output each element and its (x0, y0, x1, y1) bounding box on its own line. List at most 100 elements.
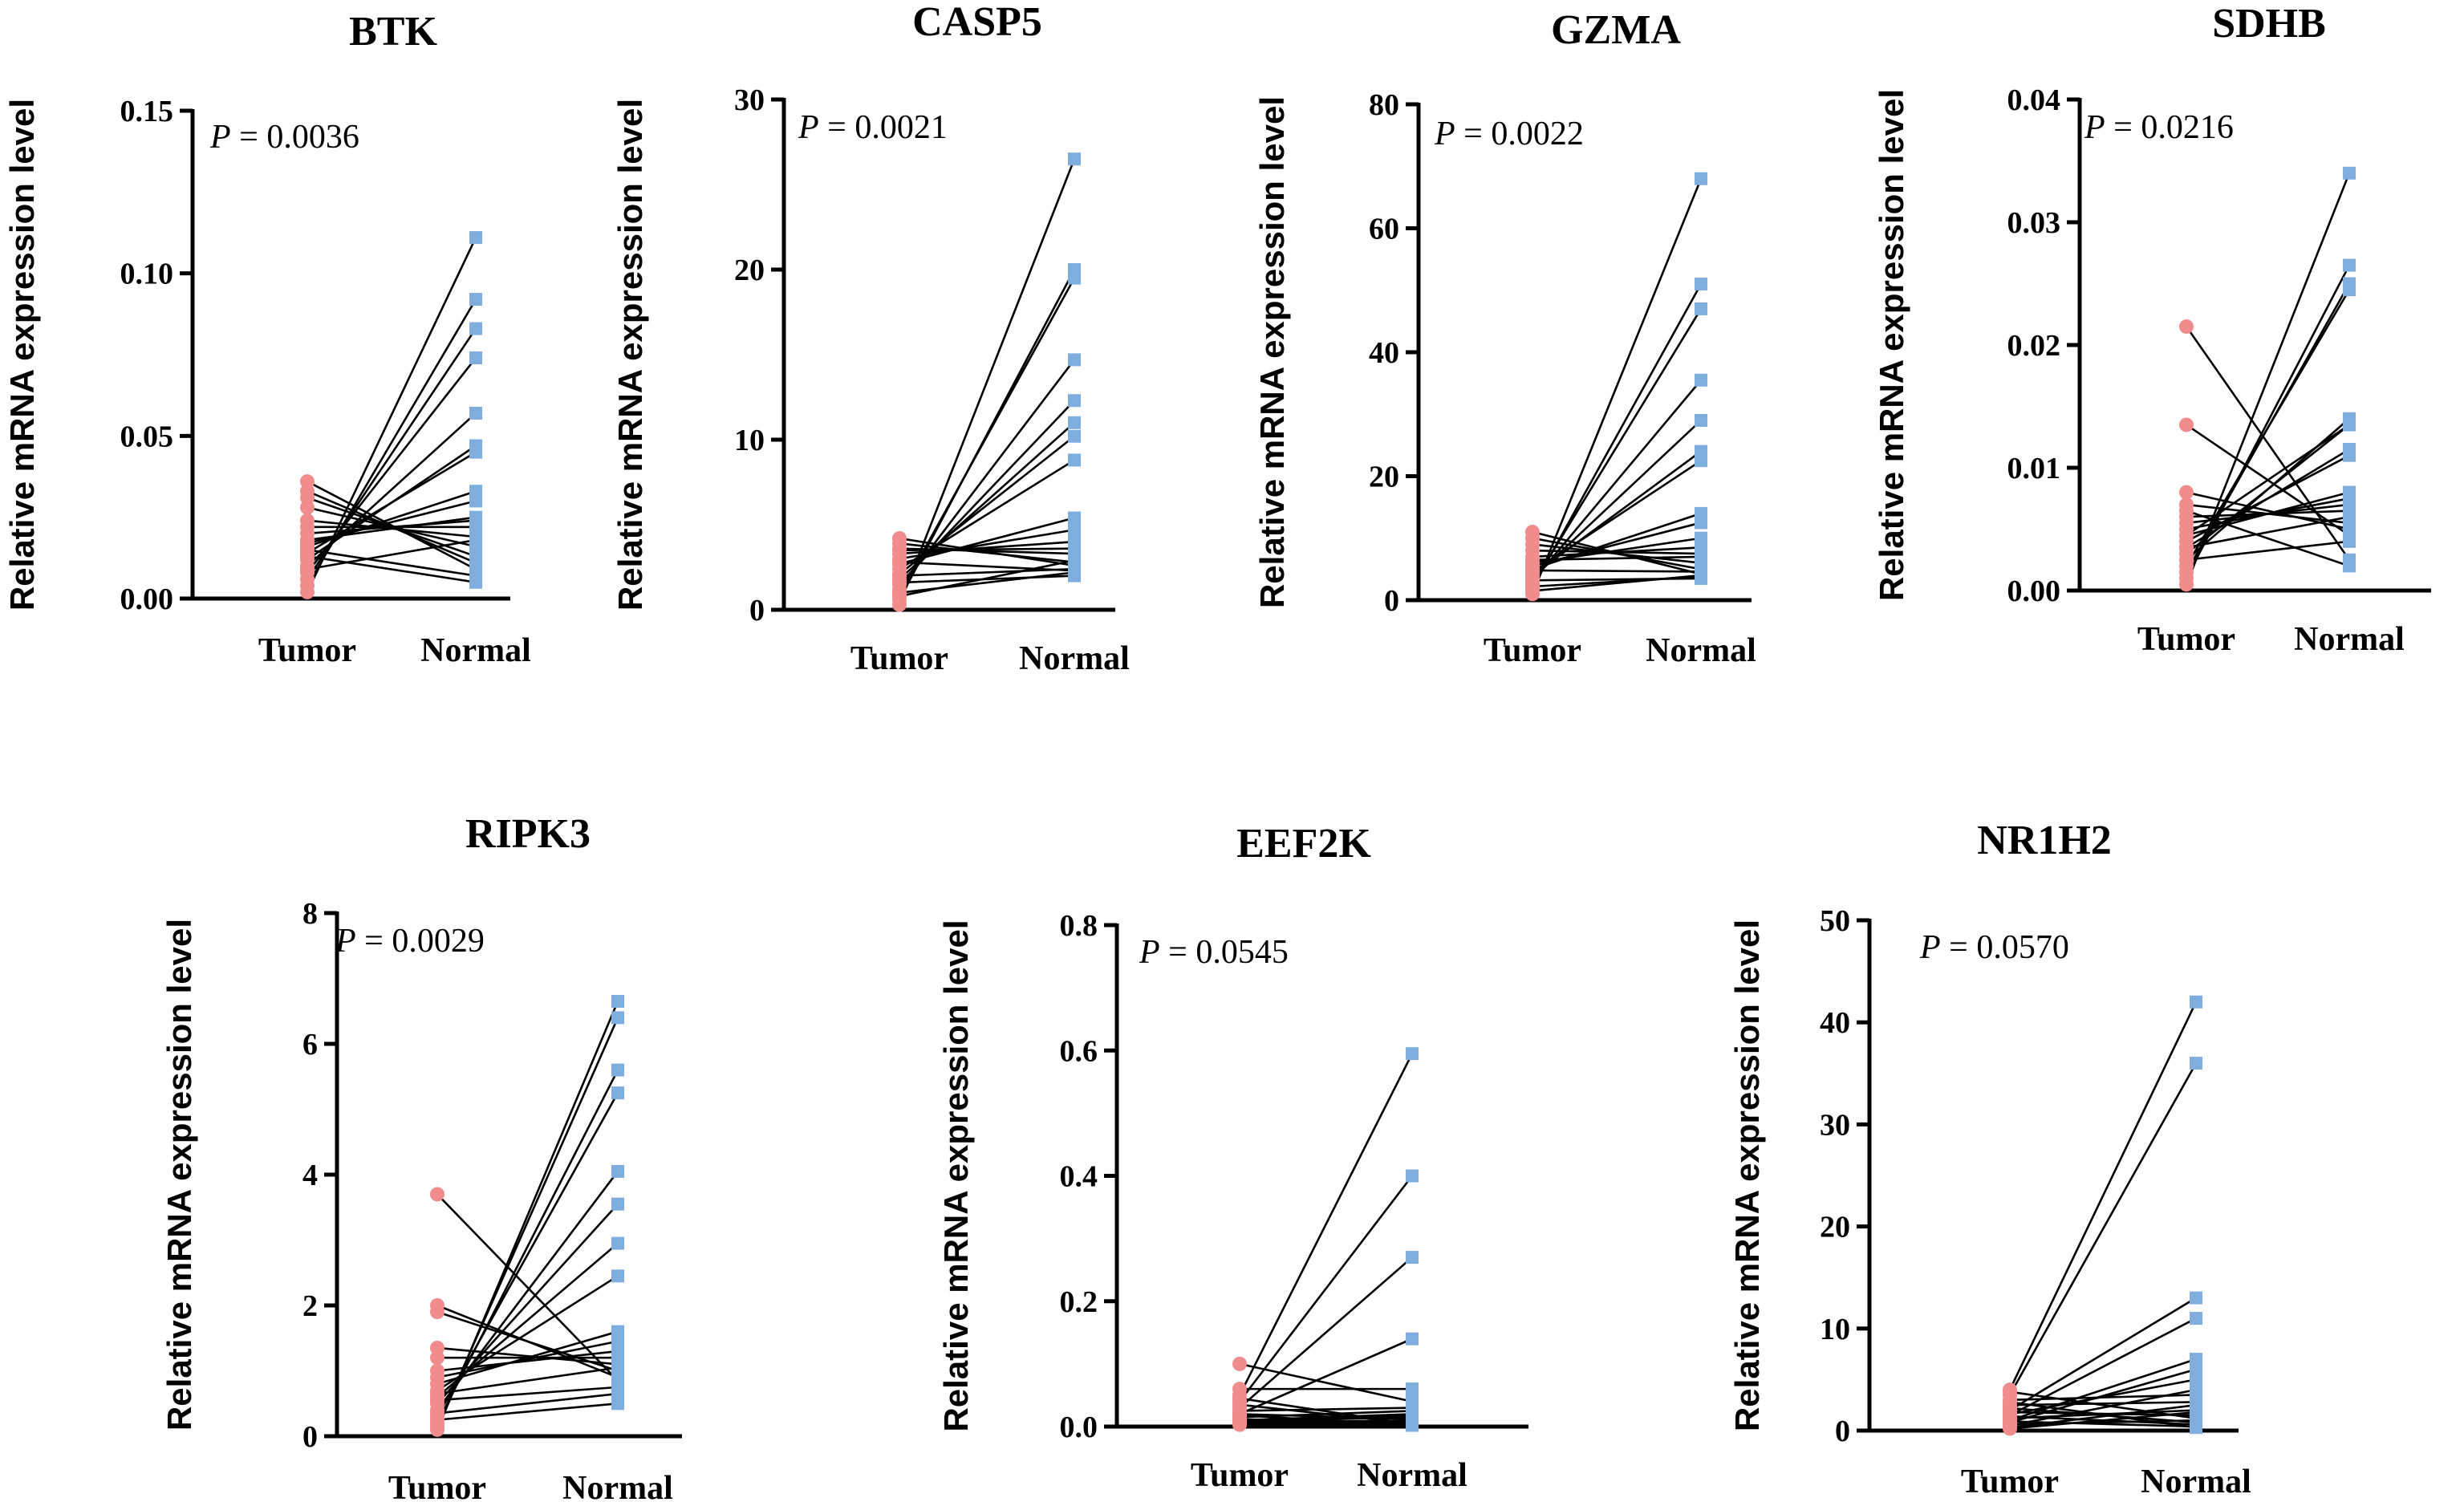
x-category-normal: Normal (1019, 640, 1130, 677)
tumor-point (300, 562, 315, 577)
chart-title: BTK (349, 9, 437, 55)
pair-line (436, 1193, 619, 1382)
normal-point (611, 1011, 624, 1025)
pair-line (1239, 1413, 1413, 1420)
y-axis-label: Relative mRNA expression level (160, 919, 198, 1431)
tumor-point (1232, 1390, 1247, 1406)
pair-line (898, 158, 1076, 606)
normal-point (1068, 271, 1081, 285)
pair-line (436, 1092, 619, 1418)
x-category-normal: Normal (1646, 632, 1756, 669)
pair-line (899, 537, 1075, 567)
pair-line (2186, 509, 2350, 567)
y-tick-label: 6 (302, 1028, 318, 1062)
p-value: = 0.0036 (231, 119, 359, 156)
normal-point (1406, 1419, 1419, 1432)
pair-line (2009, 1378, 2197, 1415)
pair-line (306, 237, 477, 593)
pair-line (899, 529, 1075, 560)
y-tick-label: 0 (302, 1420, 318, 1454)
y-tick-label: 0.0 (1060, 1411, 1098, 1444)
p-value: = 0.0545 (1160, 934, 1289, 971)
normal-point (2343, 166, 2356, 180)
tumor-point (2003, 1421, 2017, 1436)
x-category-tumor: Tumor (258, 632, 356, 669)
tumor-point (2179, 319, 2194, 335)
y-tick-label: 0 (1384, 584, 1399, 618)
pair-line (1532, 555, 1702, 562)
y-axis-label: Relative mRNA expression level (3, 99, 41, 611)
axis-lines (1114, 924, 1528, 1429)
pair-line (2008, 1001, 2198, 1390)
normal-point (469, 293, 482, 306)
chart-panel-btk: BTK Relative mRNA expression level 0.00 0.0… (3, 9, 531, 669)
normal-point (2190, 1291, 2202, 1305)
y-axis-label: Relative mRNA expression level (1728, 919, 1766, 1431)
tumor-point (892, 554, 907, 570)
chart-panel-gzma: GZMA Relative mRNA expression level 0 20 40 6… (1253, 7, 1756, 669)
y-tick-label: 0.00 (2007, 574, 2061, 608)
y-tick-label: 0.01 (2007, 452, 2061, 485)
p-symbol: P (798, 109, 819, 146)
p-value-annotation: P = 0.0570 (1919, 929, 2069, 966)
pair-line (899, 561, 1075, 572)
normal-point (1068, 453, 1081, 467)
tumor-point (1525, 562, 1540, 578)
pair-line (2186, 515, 2350, 549)
y-axis-label: Relative mRNA expression level (611, 99, 649, 611)
normal-point (469, 351, 482, 365)
normal-point (1068, 542, 1081, 555)
pair-line (899, 559, 1075, 598)
tumor-point (2003, 1384, 2017, 1399)
normal-point (469, 445, 482, 459)
pair-line (436, 1304, 619, 1378)
normal-point (469, 322, 482, 335)
pair-line (1239, 1407, 1413, 1412)
y-tick-label: 30 (1820, 1108, 1850, 1142)
y-axis-label: Relative mRNA expression level (1873, 89, 1910, 601)
normal-point (2343, 510, 2356, 524)
normal-point (1068, 416, 1081, 429)
pair-line (2009, 1401, 2197, 1407)
normal-point (1068, 554, 1081, 567)
tumor-point (2003, 1394, 2017, 1410)
y-axis-label: Relative mRNA expression level (1253, 96, 1291, 608)
y-tick-label: 0.03 (2007, 206, 2061, 240)
tumor-point (430, 1386, 444, 1402)
pair-line (436, 1366, 619, 1395)
pair-line (306, 480, 477, 570)
normal-point (1068, 511, 1081, 525)
tumor-point (300, 513, 315, 528)
p-value-annotation: P = 0.0036 (209, 119, 359, 156)
pair-line (436, 1402, 619, 1421)
normal-point (2190, 1421, 2202, 1435)
y-tick-label: 20 (1369, 461, 1399, 494)
normal-point (2190, 1057, 2202, 1070)
y-tick-label: 0.6 (1060, 1034, 1098, 1068)
tumor-point (892, 575, 907, 591)
pair-line (1238, 1175, 1414, 1403)
tumor-point (430, 1363, 444, 1378)
x-category-tumor: Tumor (850, 640, 948, 677)
p-value-annotation: P = 0.0021 (798, 109, 948, 146)
pair-line (899, 421, 1075, 580)
chart-panel-nr1h2: NR1H2 Relative mRNA expression level 0 10 20… (1728, 818, 2251, 1500)
normal-point (2343, 418, 2356, 432)
y-tick-label: 20 (734, 254, 765, 287)
normal-point (1068, 394, 1081, 408)
y-tick-label: 0.00 (120, 583, 174, 616)
x-category-normal: Normal (420, 632, 531, 669)
chart-title: CASP5 (912, 0, 1042, 45)
y-tick-label: 20 (1820, 1211, 1850, 1244)
tumor-point (892, 542, 907, 558)
pair-line (2186, 540, 2350, 562)
normal-point (1695, 302, 1707, 315)
normal-point (2343, 449, 2356, 462)
pair-line (899, 540, 1075, 555)
normal-point (611, 1164, 624, 1178)
p-value-annotation: P = 0.0029 (335, 923, 485, 960)
p-symbol: P (1434, 116, 1455, 152)
normal-point (469, 485, 482, 498)
normal-point (611, 1361, 624, 1374)
